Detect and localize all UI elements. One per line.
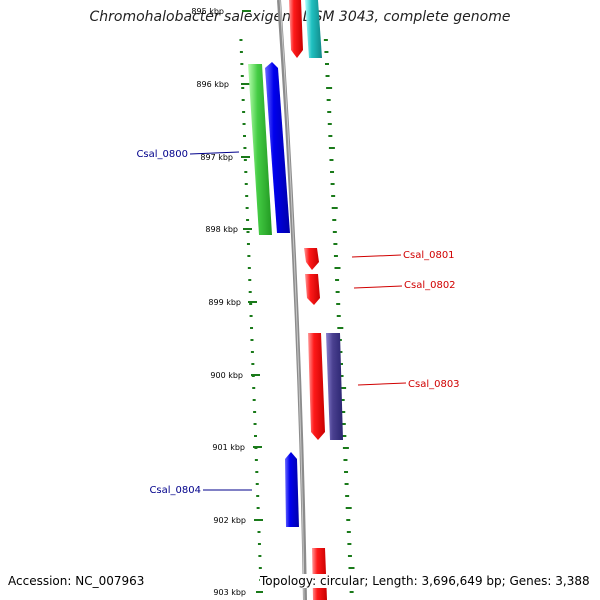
gene-feature-csal-0801[interactable] [304,248,319,270]
gc-content-track [239,39,263,593]
genome-backbone-highlight [279,0,305,600]
axis-tick: 897 kbp [200,153,250,162]
gene-feature-csal-0800[interactable] [265,62,290,233]
tick-label: 903 kbp [213,588,246,597]
tick-label: 897 kbp [200,153,233,162]
gene-feature-csal-0804[interactable] [285,452,299,527]
gene-label-text[interactable]: Csal_0804 [149,485,201,496]
accession-label: Accession: NC_007963 [8,574,145,588]
gene-feature-rna[interactable] [248,64,272,235]
position-axis: 895 kbp 896 kbp 897 kbp 898 kbp 899 kbp … [191,7,263,597]
axis-tick: 895 kbp [191,7,251,16]
gene-label-text[interactable]: Csal_0802 [404,280,456,291]
gene-label-csal-0800[interactable]: Csal_0800 [136,149,240,160]
tick-label: 895 kbp [191,7,224,16]
axis-tick: 899 kbp [208,298,257,307]
tick-label: 901 kbp [212,443,245,452]
gene-feature-cyan[interactable] [305,0,322,58]
tick-label: 900 kbp [210,371,243,380]
gene-label-text[interactable]: Csal_0801 [403,250,455,261]
tick-label: 898 kbp [205,225,238,234]
gene-feature-red[interactable] [289,0,303,58]
axis-tick: 898 kbp [205,225,252,234]
axis-tick: 901 kbp [212,443,262,452]
axis-tick: 902 kbp [213,516,263,525]
tick-label: 896 kbp [196,80,229,89]
gene-feature-csal-0802[interactable] [305,274,320,305]
gene-labels: Csal_0800 Csal_0801 Csal_0802 Csal_0803 … [136,149,459,496]
tick-label: 899 kbp [208,298,241,307]
gene-label-csal-0801[interactable]: Csal_0801 [351,250,455,261]
topology-label: Topology: circular; Length: 3,696,649 bp… [260,574,590,588]
gene-feature-csal-0803[interactable] [308,333,325,440]
gene-label-csal-0802[interactable]: Csal_0802 [353,280,456,291]
gene-feature-purple[interactable] [326,333,343,440]
gene-label-csal-0804[interactable]: Csal_0804 [149,485,252,496]
axis-tick: 896 kbp [196,80,250,89]
gc-skew-track [323,39,355,593]
gene-label-text[interactable]: Csal_0803 [408,379,460,390]
tick-label: 902 kbp [213,516,246,525]
axis-tick: 903 kbp [213,588,263,597]
axis-tick: 900 kbp [210,371,260,380]
gene-label-text[interactable]: Csal_0800 [136,149,188,160]
gene-label-csal-0803[interactable]: Csal_0803 [357,379,460,390]
